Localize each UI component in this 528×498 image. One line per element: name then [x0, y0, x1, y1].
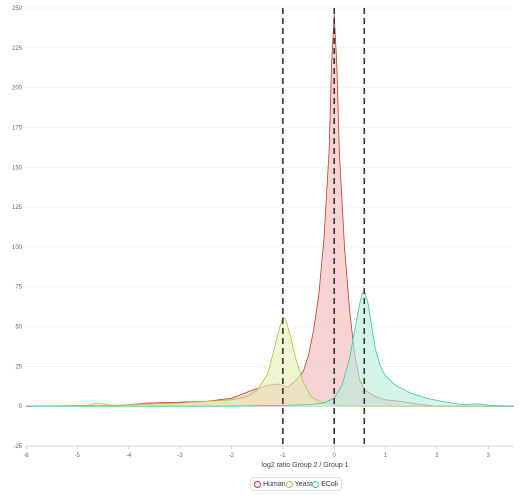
legend-label: Human — [263, 480, 286, 488]
x-tick-label: 2 — [435, 453, 439, 459]
y-tick-label: 0 — [19, 404, 23, 410]
x-tick-label: 0 — [333, 453, 337, 459]
y-tick-label: 250 — [12, 6, 23, 12]
legend-marker-icon — [285, 480, 293, 488]
area-human — [26, 14, 514, 407]
legend-marker-icon — [254, 480, 262, 488]
x-tick-label: -3 — [177, 453, 183, 459]
x-tick-label: -4 — [126, 453, 132, 459]
y-tick-label: 25 — [15, 364, 22, 370]
x-tick-label: -1 — [280, 453, 286, 459]
y-tick-label: 225 — [12, 46, 23, 52]
threshold-lines — [282, 8, 366, 446]
x-tick-label: 3 — [487, 453, 491, 459]
legend-item-human[interactable]: Human — [254, 480, 286, 488]
x-axis-title: log2 ratio Group 2 / Group 1 — [261, 462, 348, 469]
legend-item-ecoli[interactable]: EColi — [312, 480, 338, 488]
legend: Human Yeast EColi — [250, 477, 342, 491]
legend-label: EColi — [321, 480, 338, 488]
x-axis-ticks: -6 -5 -4 -3 -2 -1 0 1 2 3 — [23, 445, 514, 459]
y-tick-label: 100 — [12, 245, 23, 251]
y-tick-label: 50 — [15, 325, 22, 331]
x-tick-label: -6 — [23, 453, 29, 459]
legend-label: Yeast — [294, 480, 313, 488]
area-yeast — [26, 316, 514, 407]
x-tick-label: -2 — [229, 453, 235, 459]
y-tick-label: 200 — [12, 86, 23, 92]
y-tick-label: 175 — [12, 125, 23, 131]
line-ecoli — [26, 292, 515, 407]
x-tick-label: 1 — [384, 453, 388, 459]
legend-item-yeast[interactable]: Yeast — [285, 480, 313, 488]
y-tick-label: 125 — [12, 205, 23, 211]
y-axis-ticks: -25 0 25 50 75 100 125 150 175 200 225 250 — [12, 6, 23, 450]
line-human — [25, 14, 514, 407]
y-tick-label: -25 — [13, 444, 22, 450]
x-tick-label: -5 — [75, 453, 81, 459]
y-tick-label: 75 — [15, 285, 22, 291]
series-areas — [25, 14, 515, 407]
legend-marker-icon — [312, 480, 320, 488]
y-tick-label: 150 — [12, 165, 23, 171]
